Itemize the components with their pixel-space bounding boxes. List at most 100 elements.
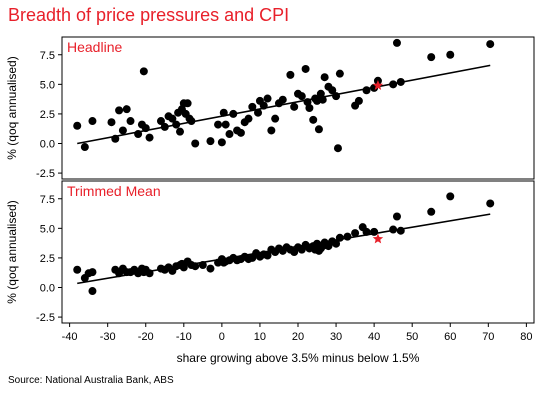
data-point xyxy=(176,127,184,136)
data-point xyxy=(427,53,436,62)
data-point xyxy=(183,99,192,108)
data-point xyxy=(446,192,455,201)
data-point xyxy=(392,212,401,221)
data-point xyxy=(486,40,495,49)
data-point xyxy=(88,287,97,296)
data-point xyxy=(278,95,287,104)
data-point xyxy=(168,114,177,123)
data-point xyxy=(88,117,97,126)
y-tick-label: -2.5 xyxy=(36,312,55,324)
data-point xyxy=(225,130,234,139)
x-tick-label: 80 xyxy=(520,331,532,343)
y-tick-label: -2.5 xyxy=(36,168,55,180)
data-point xyxy=(286,70,295,79)
data-point xyxy=(309,115,318,124)
y-tick-label: 0.0 xyxy=(40,283,55,295)
data-point xyxy=(335,69,344,78)
chart-title: Breadth of price pressures and CPI xyxy=(8,5,290,25)
scatter-points xyxy=(73,38,495,153)
y-tick-label: 2.5 xyxy=(40,109,55,121)
y-ticks: -2.5 0.0 2.5 5.0 7.5 xyxy=(36,194,62,324)
x-tick-label: 20 xyxy=(292,331,304,343)
data-point xyxy=(267,126,276,135)
x-axis-label: share growing above 3.5% minus below 1.5… xyxy=(177,351,420,365)
data-point xyxy=(88,268,97,277)
data-point xyxy=(217,138,226,147)
y-tick-label: 7.5 xyxy=(40,50,55,62)
x-tick-label: 50 xyxy=(406,331,418,343)
data-point xyxy=(118,126,127,135)
y-ticks: -2.5 0.0 2.5 5.0 7.5 xyxy=(36,50,62,180)
data-point xyxy=(236,128,245,137)
y-tick-label: 2.5 xyxy=(40,253,55,265)
x-ticks: -40 -30 -20 -10 0 10 20 30 40 50 60 70 80 xyxy=(62,323,533,343)
data-point xyxy=(139,67,148,76)
data-point xyxy=(122,105,131,114)
y-axis-label: % (qoq annualised) xyxy=(5,56,19,159)
data-point xyxy=(290,102,299,111)
data-point xyxy=(333,144,342,153)
data-point xyxy=(297,92,306,101)
data-point xyxy=(362,86,371,95)
x-tick-label: -10 xyxy=(176,331,192,343)
data-point xyxy=(446,50,455,59)
x-tick-label: 60 xyxy=(444,331,456,343)
data-point xyxy=(73,265,82,274)
data-point xyxy=(486,199,495,208)
data-point xyxy=(354,96,363,105)
data-point xyxy=(332,239,341,248)
x-tick-label: 30 xyxy=(330,331,342,343)
data-point xyxy=(305,104,314,112)
data-point xyxy=(301,64,310,73)
data-point xyxy=(248,102,257,111)
y-tick-label: 0.0 xyxy=(40,139,55,151)
data-point xyxy=(320,73,329,82)
x-tick-label: 40 xyxy=(368,331,380,343)
data-point xyxy=(263,251,272,260)
trend-line xyxy=(77,213,491,285)
data-point xyxy=(73,121,82,130)
data-point xyxy=(314,125,323,134)
source-note: Source: National Australia Bank, ABS xyxy=(8,375,174,386)
data-point xyxy=(156,117,165,126)
x-tick-label: 0 xyxy=(219,331,225,343)
highlight-star xyxy=(372,80,384,90)
y-tick-label: 5.0 xyxy=(40,223,55,235)
data-point xyxy=(107,118,116,127)
data-point xyxy=(343,232,352,241)
plot-frame xyxy=(61,36,535,180)
trend-line xyxy=(77,64,491,145)
y-tick-label: 7.5 xyxy=(40,194,55,206)
data-point xyxy=(328,86,337,95)
panel-headline: Headline -2.5 0.0 2.5 5.0 7.5 xyxy=(36,36,535,180)
data-point xyxy=(427,207,436,216)
data-point xyxy=(254,108,263,117)
data-point xyxy=(126,117,135,126)
data-point xyxy=(206,264,215,273)
y-axis-label: % (qoq annualised) xyxy=(5,200,19,303)
panel-title: Trimmed Mean xyxy=(67,183,161,199)
y-tick-label: 5.0 xyxy=(40,79,55,91)
data-point xyxy=(214,120,223,129)
x-tick-label: -40 xyxy=(62,331,78,343)
data-point xyxy=(271,114,280,123)
x-tick-label: -30 xyxy=(100,331,116,343)
data-point xyxy=(392,38,401,47)
panel-trimmed-mean: Trimmed Mean -2.5 0.0 2.5 5.0 7.5 xyxy=(36,180,535,324)
data-point xyxy=(244,114,253,123)
panel-title: Headline xyxy=(67,39,122,55)
data-point xyxy=(191,139,200,148)
data-point xyxy=(80,143,89,152)
highlight-star xyxy=(372,233,384,244)
data-point xyxy=(221,120,230,129)
x-tick-label: 70 xyxy=(482,331,494,343)
x-tick-label: 10 xyxy=(254,331,266,343)
data-point xyxy=(263,94,272,103)
data-point xyxy=(206,137,215,146)
data-point xyxy=(351,229,360,238)
scatter-points xyxy=(73,192,495,296)
data-point xyxy=(145,133,154,142)
data-point xyxy=(115,106,124,115)
x-tick-label: -20 xyxy=(138,331,154,343)
